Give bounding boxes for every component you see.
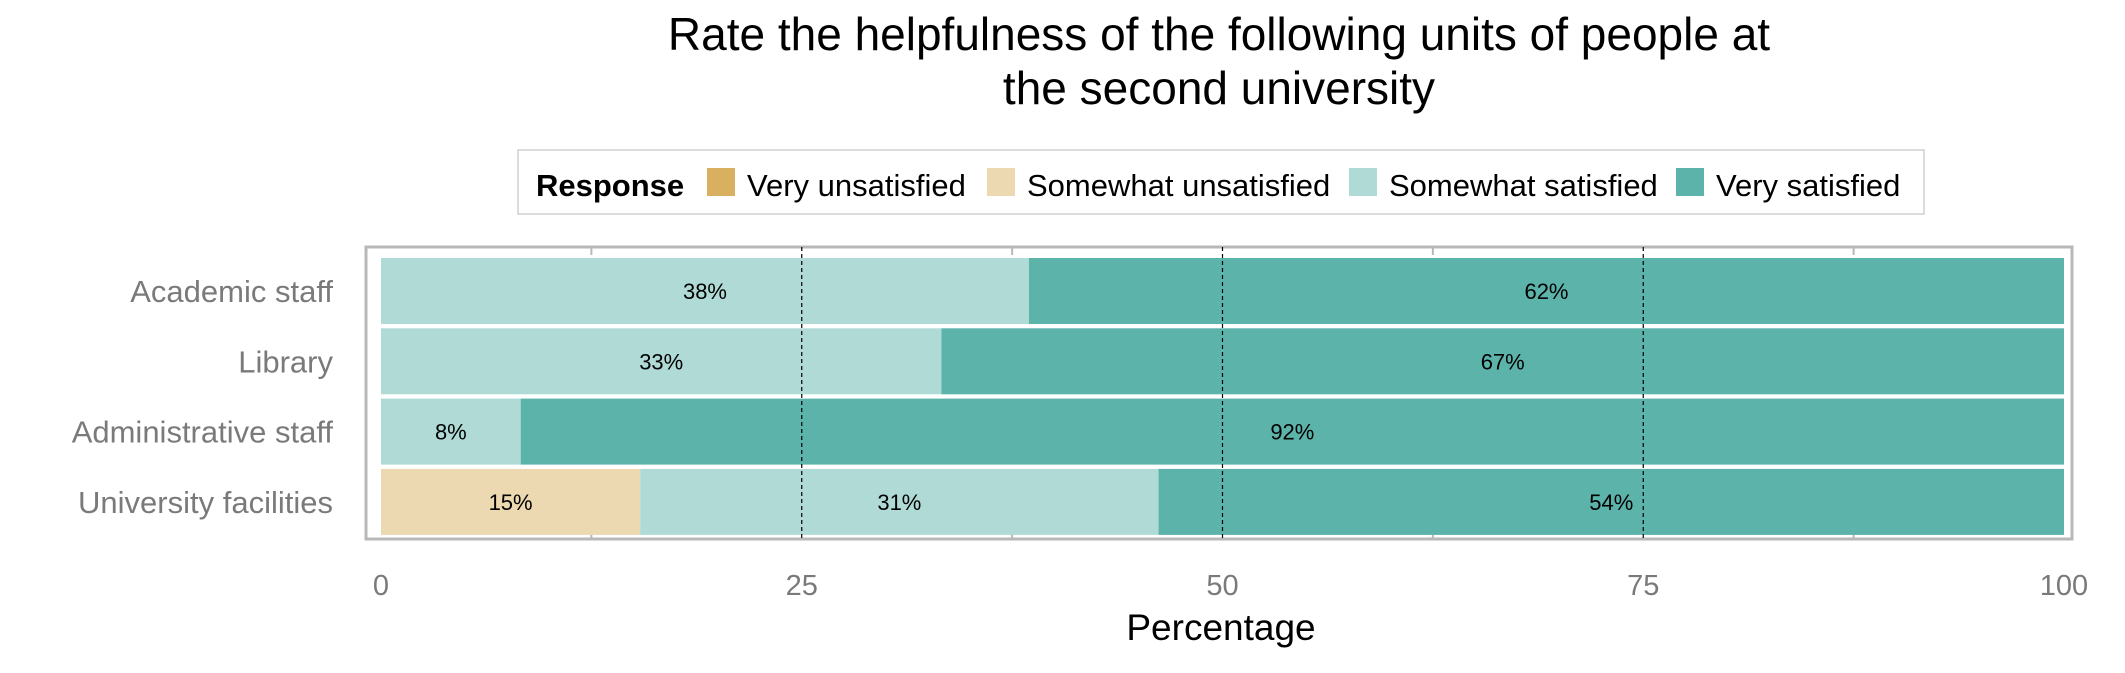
- data-label-1-3: 38%: [683, 279, 727, 304]
- legend-title: Response: [536, 168, 684, 203]
- bar-1-3: [381, 258, 1029, 324]
- data-label-4-4: 54%: [1589, 490, 1633, 515]
- category-label-1: Academic staff: [130, 274, 333, 309]
- category-label-2: Library: [238, 344, 333, 379]
- bar-2-3: [381, 328, 942, 395]
- legend-label-4: Very satisfied: [1716, 168, 1900, 203]
- legend-label-1: Very unsatisfied: [747, 168, 966, 203]
- data-label-2-3: 33%: [639, 349, 683, 374]
- data-label-3-4: 92%: [1270, 420, 1314, 445]
- x-tick-label-100: 100: [2040, 570, 2088, 602]
- data-label-2-4: 67%: [1481, 349, 1525, 374]
- data-label-4-2: 15%: [489, 490, 533, 515]
- chart-title-line-1: Rate the helpfulness of the following un…: [668, 8, 1770, 60]
- legend: Response Very unsatisfied Somewhat unsatis…: [517, 149, 1925, 215]
- x-tick-label-50: 50: [1206, 570, 1238, 602]
- x-axis-title: Percentage: [1126, 607, 1315, 648]
- bar-1-4: [1028, 258, 2064, 324]
- category-label-3: Administrative staff: [72, 415, 334, 450]
- bar-3-4: [520, 398, 2065, 465]
- plot-area: Academic staff Library Administrative staf…: [72, 245, 2088, 602]
- bar-4-4: [1158, 468, 2064, 535]
- legend-label-2: Somewhat unsatisfied: [1027, 168, 1330, 203]
- data-label-1-4: 62%: [1524, 279, 1568, 304]
- bar-4-2: [381, 468, 641, 535]
- bar-2-4: [941, 328, 2065, 395]
- x-tick-label-0: 0: [373, 570, 389, 602]
- x-tick-label-25: 25: [786, 570, 818, 602]
- legend-key-3: [1349, 168, 1377, 196]
- data-label-3-3: 8%: [435, 420, 467, 445]
- legend-key-4: [1676, 168, 1704, 196]
- legend-key-1: [707, 168, 735, 196]
- legend-key-2: [987, 168, 1015, 196]
- bar-4-3: [640, 468, 1159, 535]
- chart-title-line-2: the second university: [1003, 62, 1435, 114]
- legend-label-3: Somewhat satisfied: [1389, 168, 1658, 203]
- data-label-4-3: 31%: [877, 490, 921, 515]
- panel-border: [364, 245, 2074, 541]
- category-label-4: University facilities: [78, 485, 333, 520]
- x-tick-label-75: 75: [1627, 570, 1659, 602]
- bar-3-3: [381, 398, 521, 465]
